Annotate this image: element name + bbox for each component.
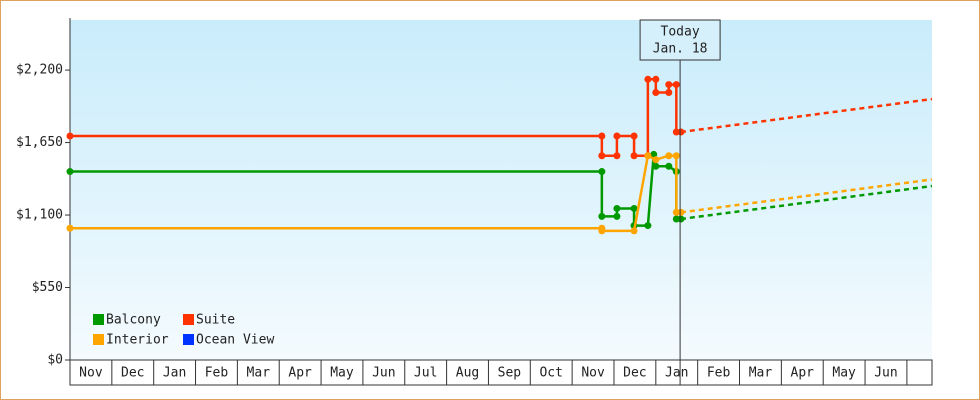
legend-label: Suite (196, 313, 235, 328)
forecast-line (680, 184, 933, 221)
y-tick-label: $0 (47, 353, 63, 368)
price-point (644, 222, 652, 230)
price-point (598, 212, 606, 220)
price-point (630, 227, 638, 235)
price-point (598, 132, 606, 140)
x-tick-label: Jun (372, 366, 395, 381)
today-label: Today (661, 25, 700, 40)
x-tick-label: Feb (205, 366, 229, 381)
price-point (613, 132, 621, 140)
x-tick-label: Oct (539, 366, 562, 381)
price-point (652, 162, 660, 170)
y-tick-label: $1,100 (16, 208, 63, 223)
price-point (598, 152, 606, 160)
price-point (66, 168, 74, 176)
price-point (652, 88, 660, 96)
x-tick-label: May (832, 366, 856, 381)
price-point (644, 152, 652, 160)
price-point (598, 227, 606, 235)
today-label: Jan. 18 (653, 42, 708, 57)
price-point (613, 212, 621, 220)
legend-swatch (183, 314, 194, 325)
x-tick-label: Jan (665, 366, 688, 381)
x-tick-label: Jul (414, 366, 437, 381)
legend-label: Balcony (106, 313, 161, 328)
price-point (66, 132, 74, 140)
x-tick-label: Jun (874, 366, 897, 381)
price-point (66, 224, 74, 232)
price-point (652, 75, 660, 83)
price-point (598, 168, 606, 176)
price-point (630, 204, 638, 212)
price-point (665, 88, 673, 96)
x-tick-label: Sep (498, 366, 522, 381)
x-tick-label: Dec (121, 366, 144, 381)
x-tick-label: Nov (79, 366, 103, 381)
y-tick-label: $1,650 (16, 135, 63, 150)
x-tick-label: Apr (791, 366, 815, 381)
x-tick-label: Aug (456, 366, 479, 381)
y-tick-label: $2,200 (16, 63, 63, 78)
x-tick-label: Mar (247, 366, 271, 381)
x-tick-label: Mar (749, 366, 773, 381)
y-tick-label: $550 (32, 280, 63, 295)
price-point (665, 152, 673, 160)
x-axis-band (69, 359, 933, 386)
price-point (665, 81, 673, 89)
x-tick-label: Dec (623, 366, 646, 381)
legend-label: Interior (106, 333, 169, 348)
legend-swatch (93, 334, 104, 345)
price-point (630, 132, 638, 140)
plot-area (70, 20, 932, 360)
legend-swatch (93, 314, 104, 325)
x-tick-label: May (330, 366, 354, 381)
forecast-line (680, 97, 933, 134)
price-point (613, 152, 621, 160)
x-tick-label: Feb (707, 366, 731, 381)
x-tick-label: Apr (288, 366, 312, 381)
legend-swatch (183, 334, 194, 345)
price-point (630, 152, 638, 160)
today-box (639, 19, 721, 61)
price-point (613, 204, 621, 212)
forecast-line (680, 178, 933, 214)
price-line (70, 78, 681, 157)
price-point (672, 81, 680, 89)
price-point (650, 150, 658, 158)
price-point (665, 162, 673, 170)
x-tick-label: Jan (163, 366, 186, 381)
x-tick-label: Nov (581, 366, 605, 381)
legend-label: Ocean View (196, 333, 274, 348)
price-point (644, 75, 652, 83)
price-point (652, 156, 660, 164)
price-point (672, 152, 680, 160)
